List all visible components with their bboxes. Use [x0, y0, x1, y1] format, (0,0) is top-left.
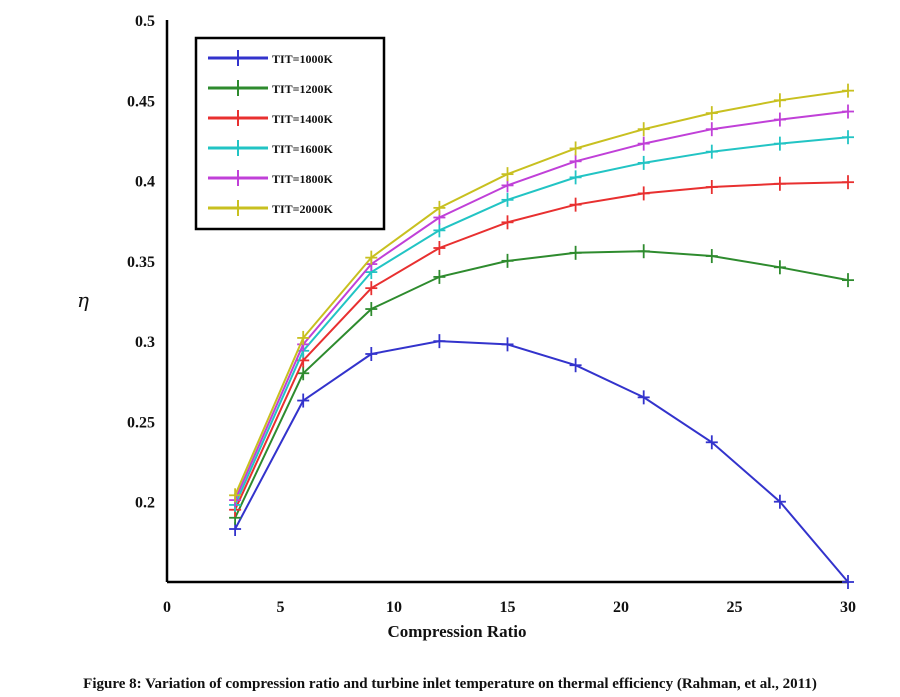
data-point [637, 244, 650, 259]
data-point [229, 488, 242, 503]
data-point [365, 281, 378, 296]
legend-label: TIT=1600K [272, 142, 334, 156]
series-tit-1200k [229, 244, 854, 525]
y-tick-label: 0.25 [127, 414, 155, 431]
data-point [433, 334, 446, 349]
data-point [637, 155, 650, 170]
data-point [501, 167, 514, 182]
data-point [773, 136, 786, 151]
legend-label: TIT=1800K [272, 172, 334, 186]
data-point [842, 175, 854, 190]
series-tit-1400k [229, 175, 854, 517]
data-point [569, 154, 582, 169]
data-point [842, 575, 854, 589]
legend-entry: TIT=1400K [208, 110, 334, 126]
legend-label: TIT=1000K [272, 52, 334, 66]
legend-items: TIT=1000K TIT=1200K TIT=1400K TIT=1600K TIT=… [208, 50, 334, 216]
series-tit-2000k [229, 83, 854, 503]
data-point [569, 197, 582, 212]
series-tit-1600k [229, 130, 854, 512]
data-point [773, 260, 786, 275]
data-point [705, 122, 718, 137]
data-point [297, 330, 310, 345]
y-axis-title: η [77, 288, 89, 312]
series-line [234, 181, 849, 511]
data-point [297, 393, 310, 408]
series-line [234, 250, 849, 519]
data-point [637, 122, 650, 137]
data-point [501, 192, 514, 207]
data-point [842, 83, 854, 98]
data-point [842, 273, 854, 288]
data-point [637, 136, 650, 151]
data-point [433, 200, 446, 215]
legend-label: TIT=2000K [272, 202, 334, 216]
y-tick-label: 0.45 [127, 93, 155, 110]
legend-entry: TIT=1800K [208, 170, 334, 186]
data-point [365, 250, 378, 265]
series-line [234, 110, 849, 501]
y-tick-label: 0.3 [135, 334, 155, 351]
data-point [773, 112, 786, 127]
series-tit-1000k [229, 334, 854, 589]
data-point [365, 346, 378, 361]
data-point [365, 302, 378, 317]
y-tick-label: 0.4 [135, 174, 155, 191]
figure-caption: Figure 8: Variation of compression ratio… [83, 676, 817, 692]
legend-label: TIT=1400K [272, 112, 334, 126]
data-point [569, 245, 582, 260]
data-point [705, 179, 718, 194]
legend-box [194, 36, 386, 231]
data-point [773, 93, 786, 108]
x-tick-label: 0 [163, 599, 171, 616]
legend: TIT=1000K TIT=1200K TIT=1400K TIT=1600K TIT=… [194, 36, 386, 231]
x-axis-title: Compression Ratio [388, 622, 527, 641]
data-point [569, 358, 582, 373]
data-point [637, 390, 650, 405]
data-point [705, 435, 718, 450]
chart-axes [165, 20, 848, 584]
x-tick-labels: 0 5 10 15 20 25 30 [163, 599, 856, 616]
x-tick-label: 5 [277, 599, 285, 616]
y-tick-label: 0.35 [127, 254, 155, 271]
data-point [501, 215, 514, 230]
x-tick-label: 30 [840, 599, 856, 616]
legend-label: TIT=1200K [272, 82, 334, 96]
series-layer [229, 83, 854, 589]
x-tick-label: 15 [500, 599, 516, 616]
data-point [637, 186, 650, 201]
data-point [501, 253, 514, 268]
data-point [773, 176, 786, 191]
legend-entry: TIT=1600K [208, 140, 334, 156]
series-line [234, 136, 849, 506]
x-tick-label: 25 [727, 599, 743, 616]
data-point [705, 106, 718, 121]
legend-entry: TIT=1000K [208, 50, 334, 66]
data-point [569, 141, 582, 156]
data-point [842, 130, 854, 145]
data-point [433, 269, 446, 284]
x-tick-label: 20 [613, 599, 629, 616]
x-tick-label: 10 [386, 599, 402, 616]
data-point [705, 249, 718, 264]
data-point [433, 241, 446, 256]
data-point [773, 494, 786, 509]
y-tick-label: 0.5 [135, 13, 155, 30]
legend-entry: TIT=1200K [208, 80, 334, 96]
y-tick-label: 0.2 [135, 495, 155, 512]
y-tick-labels: 0.2 0.25 0.3 0.35 0.4 0.45 0.5 [127, 13, 155, 512]
series-line [234, 340, 849, 583]
data-point [501, 337, 514, 352]
data-point [842, 104, 854, 119]
data-point [297, 366, 310, 381]
series-line [234, 89, 849, 496]
data-point [705, 144, 718, 159]
legend-entry: TIT=2000K [208, 200, 334, 216]
data-point [433, 223, 446, 238]
data-point [569, 170, 582, 185]
